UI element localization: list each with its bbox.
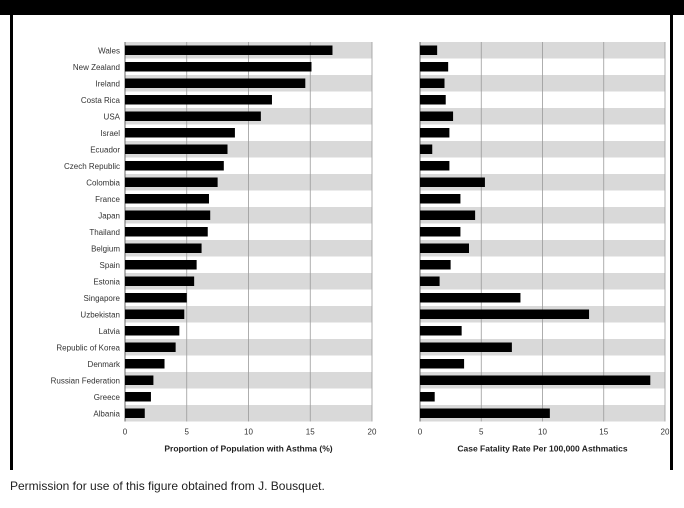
bar-ecuador	[125, 144, 228, 154]
bar-japan	[420, 210, 476, 220]
bar-denmark	[125, 359, 165, 369]
bar-ireland	[125, 78, 306, 88]
category-label-denmark: Denmark	[88, 360, 121, 369]
bar-latvia	[125, 326, 180, 336]
x-tick-label: 20	[368, 428, 377, 437]
bar-ireland	[420, 78, 445, 88]
left-border-bar	[10, 15, 13, 470]
category-label-thailand: Thailand	[89, 228, 120, 237]
category-label-france: France	[95, 195, 120, 204]
bar-belgium	[420, 243, 469, 253]
category-label-spain: Spain	[100, 261, 120, 270]
bar-wales	[420, 45, 438, 55]
bar-costa-rica	[420, 95, 446, 105]
x-tick-label: 10	[244, 428, 253, 437]
bar-republic-of-korea	[125, 342, 176, 352]
x-axis-label: Case Fatality Rate Per 100,000 Asthmatic…	[457, 444, 628, 454]
bar-singapore	[125, 293, 187, 303]
category-label-colombia: Colombia	[86, 178, 120, 187]
bar-uzbekistan	[125, 309, 185, 319]
bar-japan	[125, 210, 211, 220]
x-tick-label: 20	[661, 428, 670, 437]
x-tick-label: 15	[599, 428, 608, 437]
bar-russian-federation	[420, 375, 651, 385]
bar-israel	[125, 128, 235, 138]
bar-denmark	[420, 359, 465, 369]
bar-france	[420, 194, 461, 204]
x-tick-label: 10	[538, 428, 547, 437]
bar-czech-republic	[125, 161, 224, 171]
category-label-estonia: Estonia	[93, 277, 120, 286]
x-tick-label: 5	[185, 428, 190, 437]
bar-israel	[420, 128, 450, 138]
category-label-singapore: Singapore	[84, 294, 121, 303]
bar-uzbekistan	[420, 309, 590, 319]
bar-latvia	[420, 326, 462, 336]
x-tick-label: 0	[123, 428, 128, 437]
category-label-japan: Japan	[98, 211, 120, 220]
category-label-greece: Greece	[94, 393, 121, 402]
bar-singapore	[420, 293, 521, 303]
bar-new-zealand	[125, 62, 312, 72]
bar-usa	[125, 111, 261, 121]
bar-thailand	[420, 227, 461, 237]
bar-greece	[125, 392, 151, 402]
bar-ecuador	[420, 144, 433, 154]
bar-costa-rica	[125, 95, 272, 105]
figure-footnote: Permission for use of this figure obtain…	[10, 479, 325, 493]
bar-belgium	[125, 243, 202, 253]
bar-greece	[420, 392, 435, 402]
bar-colombia	[420, 177, 485, 187]
category-label-usa: USA	[104, 112, 121, 121]
bar-albania	[125, 408, 145, 418]
bar-republic-of-korea	[420, 342, 512, 352]
category-label-latvia: Latvia	[99, 327, 121, 336]
bar-thailand	[125, 227, 208, 237]
bar-spain	[125, 260, 197, 270]
chart-panel-2: 0 5 10 15 20 Case Fatality Rate Per 100,000 A…	[418, 42, 670, 454]
right-border-bar	[670, 15, 673, 470]
bar-albania	[420, 408, 550, 418]
x-axis-label: Proportion of Population with Asthma (%)	[164, 444, 332, 454]
bar-czech-republic	[420, 161, 450, 171]
category-label-russian-federation: Russian Federation	[51, 376, 120, 385]
bar-wales	[125, 45, 333, 55]
category-label-uzbekistan: Uzbekistan	[80, 310, 120, 319]
category-label-wales: Wales	[98, 46, 120, 55]
category-label-republic-of-korea: Republic of Korea	[56, 343, 120, 352]
x-tick-label: 0	[418, 428, 423, 437]
bar-estonia	[125, 276, 195, 286]
bar-new-zealand	[420, 62, 449, 72]
bar-colombia	[125, 177, 218, 187]
category-label-belgium: Belgium	[91, 244, 120, 253]
category-label-czech-republic: Czech Republic	[64, 162, 120, 171]
category-label-ireland: Ireland	[96, 79, 120, 88]
bar-spain	[420, 260, 451, 270]
bar-france	[125, 194, 209, 204]
category-label-israel: Israel	[100, 129, 120, 138]
category-label-ecuador: Ecuador	[90, 145, 120, 154]
category-label-costa-rica: Costa Rica	[81, 96, 121, 105]
x-tick-label: 5	[479, 428, 484, 437]
x-tick-label: 15	[306, 428, 315, 437]
chart-panel-1: 0 5 10 15 20 Wales New Zealand Ireland Costa Ric…	[51, 42, 377, 454]
bar-usa	[420, 111, 454, 121]
bar-russian-federation	[125, 375, 154, 385]
top-border-bar	[0, 0, 684, 15]
bar-estonia	[420, 276, 440, 286]
category-label-new-zealand: New Zealand	[73, 63, 120, 72]
category-label-albania: Albania	[93, 409, 120, 418]
